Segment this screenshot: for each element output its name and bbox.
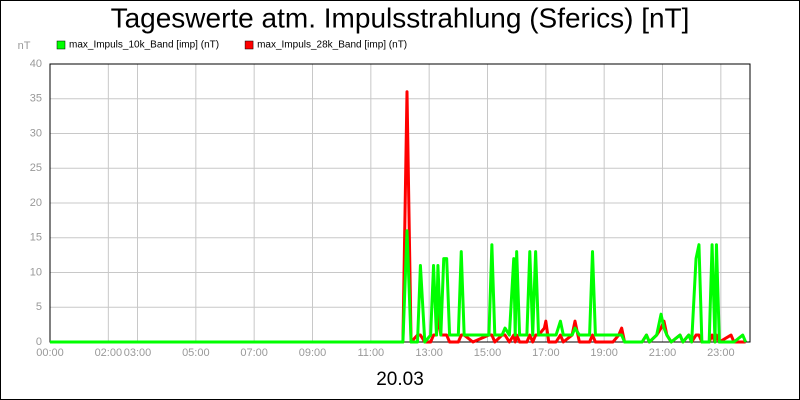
y-tick-label: 25	[30, 162, 42, 174]
y-axis-label: nT	[18, 40, 31, 52]
legend-label: max_Impuls_28k_Band [imp] (nT)	[257, 40, 407, 51]
x-tick-label: 00:00	[36, 347, 64, 359]
y-tick-label: 10	[30, 266, 42, 278]
y-tick-label: 30	[30, 127, 42, 139]
legend-label: max_Impuls_10k_Band [imp] (nT)	[69, 40, 219, 51]
x-tick-label: 17:00	[532, 347, 560, 359]
chart-title: Tageswerte atm. Impulsstrahlung (Sferics…	[111, 2, 690, 33]
x-tick-label: 07:00	[240, 347, 268, 359]
x-tick-label: 11:00	[357, 347, 384, 359]
y-tick-label: 5	[36, 301, 42, 313]
x-tick-label: 13:00	[415, 347, 443, 359]
x-tick-label: 15:00	[474, 347, 502, 359]
y-tick-label: 40	[30, 58, 42, 70]
x-axis-label: 20.03	[376, 369, 424, 390]
legend-swatch	[244, 40, 254, 50]
x-tick-label: 02:00	[95, 347, 123, 359]
y-tick-label: 0	[36, 336, 42, 348]
y-tick-label: 15	[30, 232, 42, 244]
x-tick-label: 03:00	[124, 347, 152, 359]
x-tick-label: 23:00	[707, 347, 735, 359]
x-tick-label: 05:00	[182, 347, 210, 359]
legend-swatch	[56, 40, 66, 50]
data-line	[50, 229, 748, 344]
x-tick-label: 21:00	[649, 347, 677, 359]
y-tick-label: 20	[30, 197, 42, 209]
x-tick-label: 09:00	[299, 347, 327, 359]
x-tick-label: 19:00	[590, 347, 618, 359]
y-tick-label: 35	[30, 93, 42, 105]
